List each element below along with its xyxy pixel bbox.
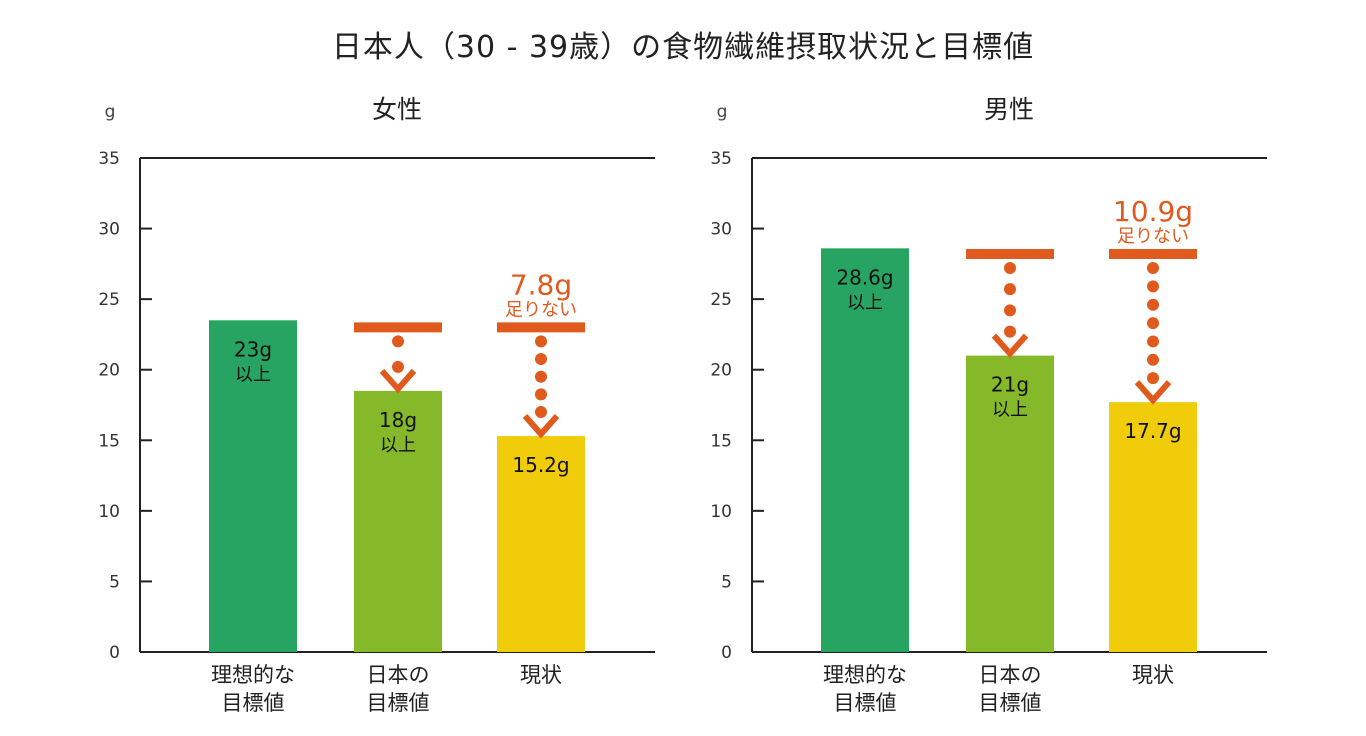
female-shortfall-text: 足りない <box>505 299 577 320</box>
male-bar-value-label: 17.7g <box>1124 419 1181 443</box>
male-bar-value-label: 28.6g <box>836 265 893 289</box>
female-y-tick-label: 10 <box>98 502 120 522</box>
female-y-tick-label: 0 <box>109 643 120 663</box>
female-bar-1 <box>209 320 297 652</box>
male-bar-2 <box>966 355 1054 652</box>
female-shortfall-amount: 7.8g <box>510 268 572 301</box>
male-shortfall-dot <box>1004 304 1016 317</box>
male-bar-value-label: 21g <box>991 373 1029 397</box>
female-target-line <box>497 322 585 333</box>
male-y-tick-label: 15 <box>710 431 732 451</box>
male-shortfall-text: 足りない <box>1117 226 1189 247</box>
male-shortfall-dot <box>1147 353 1159 366</box>
female-bar-note-label: 以上 <box>380 435 416 456</box>
male-y-unit-label: g <box>717 102 728 122</box>
female-y-tick-label: 35 <box>98 149 120 169</box>
male-shortfall-arrowhead <box>991 333 1029 359</box>
female-category-label: 現状 <box>520 663 562 687</box>
female-category-label: 日本の <box>367 663 430 687</box>
female-bar-value-label: 18g <box>379 408 417 432</box>
male-shortfall-dot <box>1147 317 1159 330</box>
female-shortfall-arrowhead <box>522 414 560 439</box>
male-bar-1 <box>821 248 909 652</box>
female-y-tick-label: 25 <box>98 290 120 310</box>
female-shortfall-dot <box>535 406 547 419</box>
male-bar-note-label: 以上 <box>992 400 1028 421</box>
male-category-label: 目標値 <box>834 691 897 715</box>
male-y-tick-label: 25 <box>710 290 732 310</box>
female-shortfall-dot <box>535 388 547 401</box>
female-shortfall-arrowhead <box>379 368 417 394</box>
female-y-tick-label: 5 <box>109 572 120 592</box>
male-target-line <box>1109 248 1197 259</box>
male-shortfall-arrowhead <box>1134 380 1172 405</box>
male-shortfall-amount: 10.9g <box>1113 195 1193 228</box>
male-y-tick-label: 0 <box>721 643 732 663</box>
male-y-tick-label: 5 <box>721 572 732 592</box>
male-shortfall-dot <box>1004 261 1016 274</box>
male-category-label: 理想的な <box>823 663 907 687</box>
male-panel-title: 男性 <box>984 95 1034 124</box>
female-y-tick-label: 30 <box>98 220 120 240</box>
male-y-tick-label: 10 <box>710 502 732 522</box>
female-shortfall-dot <box>535 370 547 383</box>
female-panel-title: 女性 <box>372 95 422 124</box>
female-shortfall-dot <box>392 360 404 373</box>
female-target-line <box>354 322 442 333</box>
chart-title: 日本人（30 - 39歳）の食物繊維摂取状況と目標値 <box>331 30 1035 65</box>
female-category-label: 理想的な <box>211 663 295 687</box>
female-category-label: 目標値 <box>367 691 430 715</box>
male-y-tick-label: 35 <box>710 149 732 169</box>
male-bar-3 <box>1109 402 1197 652</box>
male-category-label: 現状 <box>1132 663 1174 687</box>
female-y-unit-label: g <box>105 102 116 122</box>
male-y-tick-label: 20 <box>710 361 732 381</box>
male-bar-note-label: 以上 <box>847 292 883 313</box>
female-shortfall-dot <box>535 353 547 366</box>
male-category-label: 日本の <box>979 663 1042 687</box>
male-shortfall-dot <box>1147 298 1159 311</box>
male-shortfall-dot <box>1004 325 1016 338</box>
female-bar-value-label: 23g <box>234 337 272 361</box>
female-bar-3 <box>497 436 585 652</box>
male-y-tick-label: 30 <box>710 220 732 240</box>
male-shortfall-dot <box>1004 283 1016 296</box>
female-y-tick-label: 20 <box>98 361 120 381</box>
female-shortfall-dot <box>535 335 547 348</box>
male-target-line <box>966 248 1054 259</box>
male-category-label: 目標値 <box>979 691 1042 715</box>
female-bar-note-label: 以上 <box>235 364 271 385</box>
male-shortfall-dot <box>1147 335 1159 348</box>
female-bar-value-label: 15.2g <box>512 453 569 477</box>
female-category-label: 目標値 <box>222 691 285 715</box>
male-shortfall-dot <box>1147 261 1159 274</box>
male-shortfall-dot <box>1147 372 1159 385</box>
female-bar-2 <box>354 390 442 652</box>
male-shortfall-dot <box>1147 280 1159 293</box>
female-shortfall-dot <box>392 335 404 348</box>
female-y-tick-label: 15 <box>98 431 120 451</box>
